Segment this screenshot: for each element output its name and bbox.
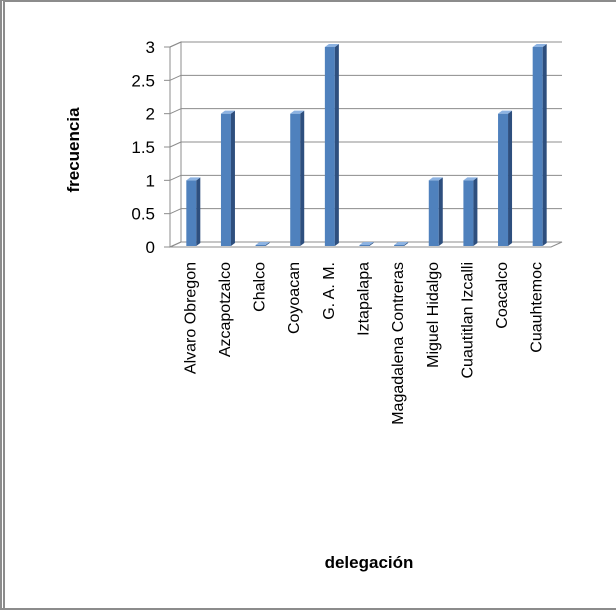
bar-front bbox=[428, 180, 439, 246]
y-tick-label: 0 bbox=[146, 238, 155, 257]
bar-side bbox=[369, 242, 374, 246]
bar-front bbox=[290, 113, 301, 247]
side-wall bbox=[169, 41, 182, 248]
bar-side bbox=[334, 44, 339, 246]
bar-front bbox=[324, 47, 335, 246]
bar-top bbox=[186, 177, 201, 181]
bar-front bbox=[186, 180, 197, 246]
bar-top bbox=[428, 177, 443, 181]
y-tick-labels: 0 0.5 1 1.5 2 2.5 3 bbox=[131, 38, 155, 257]
bar bbox=[324, 44, 339, 246]
y-tick-label: 1 bbox=[146, 171, 155, 190]
bar-side bbox=[265, 242, 270, 246]
bar-side bbox=[230, 110, 235, 247]
bar bbox=[463, 177, 478, 246]
bar bbox=[255, 242, 270, 246]
bar bbox=[428, 177, 443, 246]
x-tick-label: Chalco bbox=[252, 262, 269, 312]
chart-frame-bottom bbox=[0, 608, 616, 610]
x-tick-labels: Alvaro Obregon Azcapotzalco Chalco Coyoacan… bbox=[182, 262, 545, 425]
bar bbox=[394, 242, 409, 246]
bar-side bbox=[473, 177, 478, 246]
x-tick-label: Coyoacan bbox=[286, 262, 303, 334]
bar-front bbox=[394, 245, 405, 246]
y-axis-label: frecuencia bbox=[64, 107, 83, 193]
x-tick-label: Miguel Hidalgo bbox=[425, 262, 442, 368]
x-axis-label: delegación bbox=[325, 553, 414, 572]
bar bbox=[532, 44, 547, 246]
gridline-side bbox=[169, 208, 182, 215]
bar-side bbox=[508, 110, 513, 247]
gridline-side bbox=[169, 108, 182, 115]
bar-top bbox=[290, 110, 305, 114]
bar bbox=[290, 110, 305, 247]
bar-top bbox=[498, 110, 513, 114]
bar-top bbox=[255, 242, 270, 245]
gridline-side bbox=[169, 141, 182, 148]
bar-side bbox=[542, 44, 547, 246]
bar bbox=[220, 110, 235, 247]
bar-front bbox=[532, 47, 543, 246]
bars bbox=[186, 44, 547, 247]
bar-side bbox=[300, 110, 305, 247]
x-tick-label: Cuautitlan Izcalli bbox=[459, 262, 476, 379]
bar-side bbox=[438, 177, 443, 246]
bar-front bbox=[498, 113, 509, 247]
gridline-side bbox=[169, 174, 182, 181]
bar-front bbox=[220, 113, 231, 247]
x-tick-label: Alvaro Obregon bbox=[182, 262, 199, 374]
x-tick-label: Coacalco bbox=[494, 262, 511, 329]
bar-top bbox=[359, 242, 374, 245]
x-tick-label: Azcapotzalco bbox=[217, 262, 234, 357]
y-tick-label: 3 bbox=[146, 38, 155, 57]
bar bbox=[359, 242, 374, 246]
bar-side bbox=[196, 177, 201, 246]
bar-top bbox=[532, 44, 547, 47]
bar-top bbox=[463, 177, 478, 181]
x-tick-label: Magadalena Contreras bbox=[390, 262, 407, 425]
bar-side bbox=[404, 242, 409, 246]
x-tick-label: Cuauhtemoc bbox=[529, 262, 546, 353]
y-tick-label: 0.5 bbox=[131, 205, 155, 224]
gridline-side bbox=[169, 74, 182, 81]
bar-top bbox=[220, 110, 235, 114]
bar-front bbox=[255, 245, 266, 246]
x-tick-label: G. A. M. bbox=[321, 262, 338, 320]
x-tick-label: Iztapalapa bbox=[356, 262, 373, 336]
bar-front bbox=[359, 245, 370, 246]
y-tick-label: 2.5 bbox=[131, 71, 155, 90]
bar-top bbox=[324, 44, 339, 47]
bar bbox=[186, 177, 201, 246]
bar bbox=[498, 110, 513, 247]
bar-front bbox=[463, 180, 474, 246]
bar-top bbox=[394, 242, 409, 245]
y-tick-label: 2 bbox=[146, 105, 155, 124]
y-tick-label: 1.5 bbox=[131, 138, 155, 157]
